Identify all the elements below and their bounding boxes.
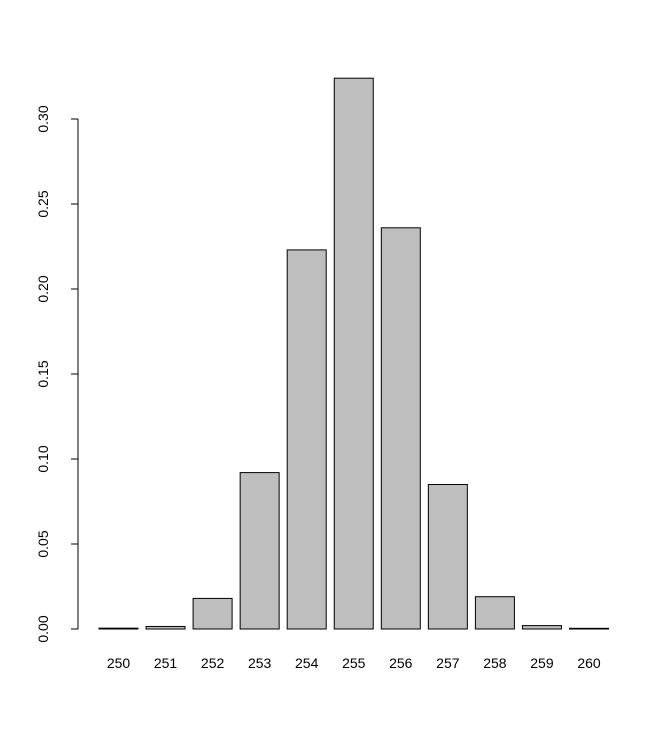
x-tick-label: 255 (342, 655, 366, 671)
y-tick-label: 0.15 (35, 360, 51, 387)
x-tick-label: 258 (483, 655, 507, 671)
x-tick-label: 259 (530, 655, 554, 671)
x-tick-label: 250 (107, 655, 131, 671)
x-tick-label: 254 (295, 655, 319, 671)
x-tick-label: 256 (389, 655, 413, 671)
bar (569, 627, 609, 630)
bar (521, 625, 562, 630)
bar (474, 596, 515, 630)
y-tick-label: 0.30 (35, 105, 51, 132)
x-tick-label: 251 (154, 655, 178, 671)
y-tick-label: 0.25 (35, 190, 51, 217)
bar (239, 472, 280, 630)
y-tick-label: 0.10 (35, 445, 51, 472)
y-tick-label: 0.20 (35, 275, 51, 302)
x-tick-label: 257 (436, 655, 460, 671)
x-tick-label: 253 (248, 655, 272, 671)
bar (286, 249, 327, 630)
y-tick-label: 0.05 (35, 530, 51, 557)
x-tick-label: 252 (201, 655, 225, 671)
y-tick-label: 0.00 (35, 615, 51, 642)
bar (192, 597, 233, 630)
bar (145, 625, 186, 630)
bar (98, 627, 139, 630)
bar (380, 227, 421, 630)
x-tick-label: 260 (577, 655, 601, 671)
bar (333, 77, 374, 630)
bar (427, 484, 468, 630)
